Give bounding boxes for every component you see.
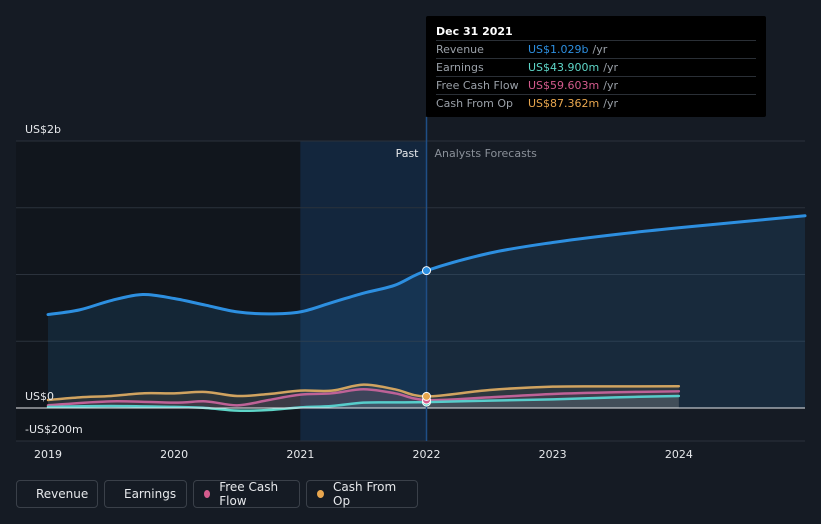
y-label-bottom: -US$200m [25, 423, 83, 436]
earnings-line [46, 394, 681, 413]
free-cash-flow-line [46, 388, 681, 407]
y-label-zero: US$0 [25, 390, 54, 403]
revenue-marker [422, 266, 431, 276]
legend-item-cash-from-op[interactable]: Cash From Op [306, 480, 418, 508]
tooltip-row-free-cash-flow: Free Cash Flow US$59.603m /yr [436, 76, 756, 94]
legend: Revenue Earnings Free Cash Flow Cash Fro… [16, 480, 418, 508]
x-tick-label: 2020 [160, 448, 188, 461]
past-label: Past [396, 147, 420, 160]
tooltip-unit: /yr [603, 61, 618, 74]
revenue-line [46, 214, 807, 317]
tooltip-value: US$43.900m [528, 61, 600, 74]
legend-item-free-cash-flow[interactable]: Free Cash Flow [193, 480, 300, 508]
legend-label: Revenue [36, 487, 89, 501]
tooltip-label: Revenue [436, 43, 484, 56]
legend-item-earnings[interactable]: Earnings [104, 480, 187, 508]
cash-from-op-marker [422, 391, 431, 401]
y-label-top: US$2b [25, 123, 61, 136]
tooltip-unit: /yr [603, 79, 618, 92]
forecast-label: Analysts Forecasts [435, 147, 538, 160]
x-tick-label: 2024 [665, 448, 693, 461]
x-tick-label: 2021 [286, 448, 314, 461]
tooltip-label: Free Cash Flow [436, 79, 519, 92]
tooltip-value: US$87.362m [528, 97, 600, 110]
tooltip: Dec 31 2021 Revenue US$1.029b /yr Earnin… [426, 16, 766, 117]
tooltip-unit: /yr [592, 43, 608, 56]
tooltip-row-cash-from-op: Cash From Op US$87.362m /yr [436, 94, 756, 112]
tooltip-row-earnings: Earnings US$43.900m /yr [436, 58, 756, 76]
legend-item-revenue[interactable]: Revenue [16, 480, 98, 508]
tooltip-value: US$59.603m [528, 79, 600, 92]
legend-label: Free Cash Flow [219, 480, 279, 508]
legend-dot-icon [204, 490, 211, 498]
legend-label: Cash From Op [333, 480, 397, 508]
legend-label: Earnings [124, 487, 177, 501]
x-tick-label: 2022 [413, 448, 441, 461]
tooltip-unit: /yr [603, 97, 618, 110]
tooltip-label: Earnings [436, 61, 484, 74]
free-cash-flow-area [48, 389, 679, 408]
legend-dot-icon [317, 490, 325, 498]
cash-from-op-line [46, 383, 681, 402]
x-tick-label: 2023 [539, 448, 567, 461]
tooltip-label: Cash From Op [436, 97, 514, 110]
tooltip-value: US$1.029b [528, 43, 589, 56]
tooltip-row-revenue: Revenue US$1.029b /yr [436, 40, 756, 58]
tooltip-date: Dec 31 2021 [436, 25, 513, 38]
x-tick-label: 2019 [34, 448, 62, 461]
